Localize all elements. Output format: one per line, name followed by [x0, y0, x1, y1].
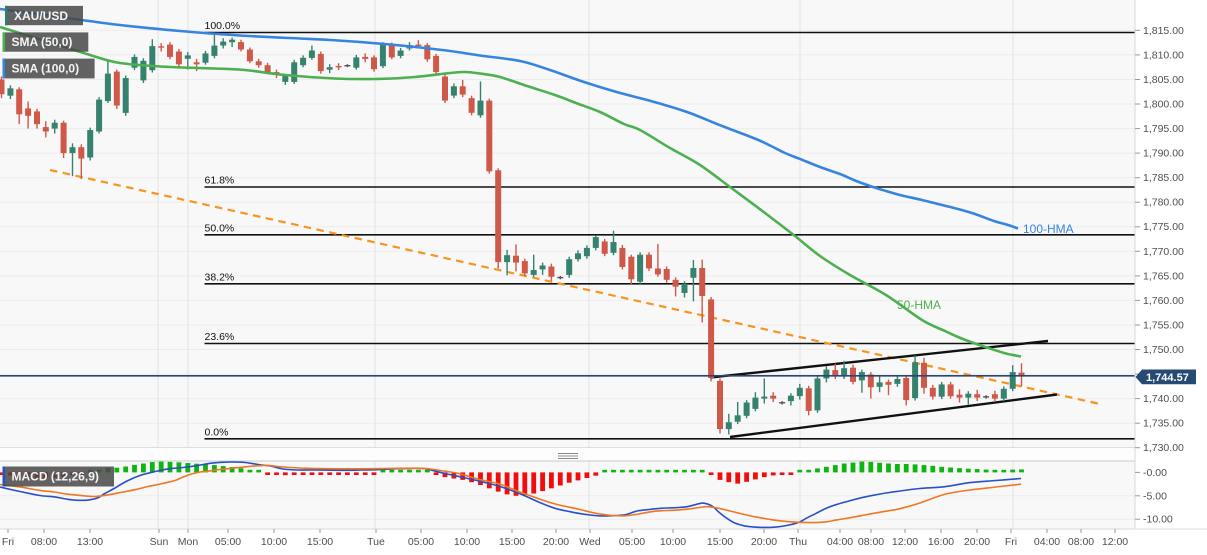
svg-text:20:00: 20:00	[543, 536, 569, 548]
svg-text:Fri: Fri	[1005, 536, 1017, 548]
svg-text:1,755.00: 1,755.00	[1143, 320, 1184, 332]
svg-text:XAU/USD: XAU/USD	[14, 9, 68, 23]
svg-text:SMA (50,0): SMA (50,0)	[12, 35, 73, 49]
svg-text:10:00: 10:00	[660, 536, 686, 548]
svg-text:08:00: 08:00	[31, 536, 57, 548]
svg-text:1,810.00: 1,810.00	[1143, 49, 1184, 61]
svg-text:Mon: Mon	[178, 536, 199, 548]
svg-text:15:00: 15:00	[307, 536, 333, 548]
svg-text:-0.00: -0.00	[1143, 467, 1167, 479]
svg-text:50.0%: 50.0%	[205, 222, 235, 234]
svg-text:04:00: 04:00	[1034, 536, 1060, 548]
svg-text:1,800.00: 1,800.00	[1143, 99, 1184, 111]
svg-text:Tue: Tue	[367, 536, 385, 548]
svg-text:100-HMA: 100-HMA	[1023, 222, 1074, 236]
svg-text:Thu: Thu	[789, 536, 807, 548]
svg-text:23.6%: 23.6%	[205, 331, 235, 343]
svg-text:05:00: 05:00	[408, 536, 434, 548]
svg-text:1,740.00: 1,740.00	[1143, 393, 1184, 405]
svg-text:12:00: 12:00	[892, 536, 918, 548]
svg-text:1,795.00: 1,795.00	[1143, 123, 1184, 135]
svg-text:1,780.00: 1,780.00	[1143, 197, 1184, 209]
svg-text:08:00: 08:00	[1068, 536, 1094, 548]
svg-text:10:00: 10:00	[261, 536, 287, 548]
svg-text:05:00: 05:00	[619, 536, 645, 548]
svg-text:1,790.00: 1,790.00	[1143, 148, 1184, 160]
svg-text:1,750.00: 1,750.00	[1143, 344, 1184, 356]
svg-text:50-HMA: 50-HMA	[897, 298, 941, 312]
svg-text:0.0%: 0.0%	[205, 426, 229, 438]
svg-text:1,730.00: 1,730.00	[1143, 442, 1184, 454]
svg-text:1,765.00: 1,765.00	[1143, 270, 1184, 282]
svg-text:1,735.00: 1,735.00	[1143, 418, 1184, 430]
svg-text:61.8%: 61.8%	[205, 175, 235, 187]
svg-text:04:00: 04:00	[827, 536, 853, 548]
svg-text:Fri: Fri	[2, 536, 14, 548]
svg-text:38.2%: 38.2%	[205, 271, 235, 283]
svg-text:SMA (100,0): SMA (100,0)	[12, 62, 80, 76]
svg-text:05:00: 05:00	[215, 536, 241, 548]
svg-text:16:00: 16:00	[928, 536, 954, 548]
svg-text:Sun: Sun	[150, 536, 169, 548]
svg-text:15:00: 15:00	[499, 536, 525, 548]
svg-text:1,775.00: 1,775.00	[1143, 221, 1184, 233]
svg-text:1,815.00: 1,815.00	[1143, 25, 1184, 37]
svg-text:100.0%: 100.0%	[205, 20, 241, 32]
svg-text:1,785.00: 1,785.00	[1143, 172, 1184, 184]
svg-text:10:00: 10:00	[454, 536, 480, 548]
svg-text:1,744.57: 1,744.57	[1146, 372, 1189, 384]
svg-text:13:00: 13:00	[77, 536, 103, 548]
svg-text:Wed: Wed	[579, 536, 601, 548]
svg-text:1,805.00: 1,805.00	[1143, 74, 1184, 86]
svg-text:08:00: 08:00	[858, 536, 884, 548]
svg-text:12:00: 12:00	[1102, 536, 1128, 548]
svg-text:15:00: 15:00	[707, 536, 733, 548]
svg-text:-10.00: -10.00	[1143, 514, 1173, 526]
svg-text:-5.00: -5.00	[1143, 490, 1167, 502]
svg-text:20:00: 20:00	[751, 536, 777, 548]
svg-text:1,770.00: 1,770.00	[1143, 246, 1184, 258]
svg-text:MACD (12,26,9): MACD (12,26,9)	[12, 470, 99, 484]
svg-text:20:00: 20:00	[964, 536, 990, 548]
svg-text:1,760.00: 1,760.00	[1143, 295, 1184, 307]
